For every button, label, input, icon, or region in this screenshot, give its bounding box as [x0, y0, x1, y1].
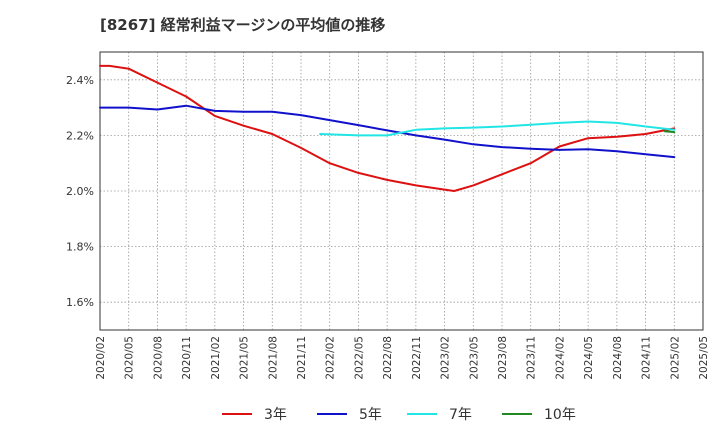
series-line-3年 [99, 64, 676, 192]
y-tick-label: 1.6% [66, 296, 94, 309]
series-line-5年 [99, 104, 676, 159]
x-tick-label: 2020/11 [181, 336, 193, 380]
series-line-10年 [663, 130, 676, 134]
legend-label: 5年 [359, 407, 382, 423]
x-tick-label: 2023/05 [468, 336, 480, 380]
legend-label: 10年 [544, 407, 576, 423]
x-tick-label: 2022/11 [411, 336, 423, 380]
y-tick-label: 1.8% [66, 241, 94, 254]
x-tick-label: 2022/05 [353, 336, 365, 380]
x-tick-label: 2024/11 [641, 336, 653, 380]
series-line-7年 [319, 120, 676, 137]
chart-title: [8267] 経常利益マージンの平均値の推移 [100, 16, 386, 34]
x-tick-label: 2021/11 [296, 336, 308, 380]
x-tick-label: 2020/02 [95, 336, 107, 380]
x-tick-label: 2023/11 [526, 336, 538, 380]
x-tick-label: 2023/08 [497, 336, 509, 380]
x-tick-label: 2020/08 [152, 336, 164, 380]
legend-label: 3年 [264, 407, 287, 423]
x-tick-label: 2025/02 [669, 336, 681, 380]
y-tick-label: 2.2% [66, 129, 94, 142]
x-tick-label: 2022/08 [382, 336, 394, 380]
y-tick-label: 2.4% [66, 74, 94, 87]
y-tick-label: 2.0% [66, 185, 94, 198]
x-tick-label: 2024/08 [612, 336, 624, 380]
x-tick-label: 2024/02 [554, 336, 566, 380]
plot-area-frame [99, 51, 704, 331]
legend-label: 7年 [449, 407, 472, 423]
x-tick-label: 2021/05 [239, 336, 251, 380]
x-tick-label: 2022/02 [325, 336, 337, 380]
x-tick-label: 2020/05 [124, 336, 136, 380]
x-tick-label: 2024/05 [583, 336, 595, 380]
x-tick-label: 2025/05 [698, 336, 710, 380]
x-tick-label: 2023/02 [440, 336, 452, 380]
x-tick-label: 2021/08 [267, 336, 279, 380]
x-tick-label: 2021/02 [210, 336, 222, 380]
